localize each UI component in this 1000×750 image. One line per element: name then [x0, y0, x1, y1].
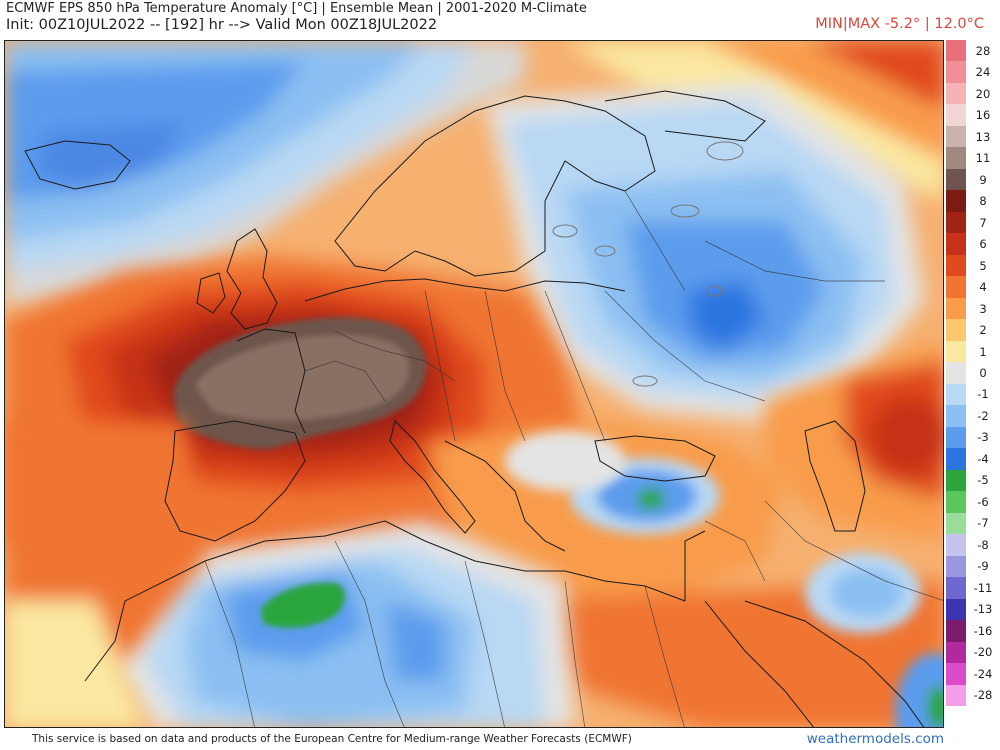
anomaly-map-canvas	[5, 41, 943, 727]
colorbar-label: 11	[975, 151, 991, 166]
country-borders	[204, 190, 943, 727]
black-sea-coast	[594, 435, 716, 482]
init-valid-line: Init: 00Z10JUL2022 -- [192] hr --> Valid…	[6, 17, 438, 33]
colorbar-cell	[946, 104, 966, 127]
france-coast	[236, 328, 306, 434]
arabia-coast	[744, 600, 925, 727]
colorbar-cell	[946, 426, 966, 449]
colorbar-label: 28	[975, 43, 991, 58]
colorbar-label: -16	[973, 623, 993, 638]
colorbar-label: 1	[979, 344, 987, 359]
colorbar-label: 13	[975, 129, 991, 144]
map-title: ECMWF EPS 850 hPa Temperature Anomaly [°…	[6, 1, 587, 16]
colorbar-cell	[946, 168, 966, 191]
colorbar-cell	[946, 211, 966, 234]
scandinavia-coast	[334, 95, 656, 277]
colorbar-label: 4	[979, 280, 987, 295]
colorbar-label: 9	[979, 172, 987, 187]
colorbar-cell	[946, 40, 966, 62]
colorbar-label: 20	[975, 86, 991, 101]
colorbar-label: -9	[977, 559, 989, 574]
colorbar-cell	[946, 362, 966, 385]
east-med-coast	[684, 530, 706, 601]
colorbar-label: -5	[977, 473, 989, 488]
colorbar-cell	[946, 383, 966, 406]
colorbar-cell	[946, 82, 966, 105]
colorbar-cell	[946, 125, 966, 148]
colorbar-label: 24	[975, 65, 991, 80]
heat-dome-inner	[195, 334, 410, 421]
colorbar-cell	[946, 598, 966, 621]
colorbar-cell	[946, 620, 966, 643]
colorbar-label: -8	[977, 537, 989, 552]
colorbar-label: 2	[979, 323, 987, 338]
lakes	[552, 141, 744, 387]
min-max-readout: MIN|MAX -5.2° | 12.0°C	[815, 16, 984, 32]
colorbar-cell	[946, 663, 966, 685]
sahara-green-spot	[261, 582, 345, 628]
brand-link[interactable]: weathermodels.com	[806, 731, 944, 747]
turkey-warm-fringe	[505, 431, 625, 491]
colorbar-label: -13	[973, 602, 993, 617]
colorbar-cell	[946, 405, 966, 428]
colorbar-cell	[946, 555, 966, 578]
colorbar-label: -28	[973, 688, 993, 703]
colorbar-cell	[946, 254, 966, 277]
colorbar-cell	[946, 233, 966, 256]
colorbar-label: -4	[977, 451, 989, 466]
colorbar-cell	[946, 319, 966, 342]
coastlines	[24, 90, 925, 727]
colorbar	[946, 40, 966, 707]
colorbar-label: 3	[979, 301, 987, 316]
colorbar-label: -11	[973, 580, 993, 595]
colorbar-label: 6	[979, 237, 987, 252]
iberia-coast	[164, 420, 306, 542]
colorbar-cell	[946, 190, 966, 213]
iberia-warm-region	[5, 421, 205, 727]
europe-north-coast	[304, 278, 626, 302]
colorbar-cell	[946, 534, 966, 557]
colorbar-cell	[946, 297, 966, 320]
attribution-text: This service is based on data and produc…	[32, 733, 632, 745]
colorbar-label: 7	[979, 215, 987, 230]
east-europe-cold-region	[485, 81, 925, 421]
colorbar-label: -2	[977, 408, 989, 423]
balkans-coast	[444, 440, 566, 552]
colorbar-cell	[946, 512, 966, 535]
colorbar-cell	[946, 491, 966, 514]
atlantic-cold-region	[5, 41, 525, 306]
north-africa-coast	[124, 520, 686, 602]
colorbar-label: -20	[973, 645, 993, 660]
colorbar-cell	[946, 469, 966, 492]
colorbar-label: -3	[977, 430, 989, 445]
colorbar-cell	[946, 61, 966, 84]
colorbar-label: -1	[977, 387, 989, 402]
kola-coast	[604, 90, 766, 142]
west-africa-coast	[84, 600, 126, 682]
red-sea-coast	[704, 600, 815, 727]
caspian-warm-region	[765, 341, 943, 541]
colorbar-cell	[946, 147, 966, 170]
colorbar-cell	[946, 641, 966, 664]
colorbar-labels: 28 24 20 16 13 11 9 8 7 6 5 4 3 2 1 0 -1 -2 -3 -4 -5 -6 -7 -8 -9…	[966, 40, 1000, 706]
colorbar-label: 5	[979, 258, 987, 273]
britain-coast	[226, 228, 278, 330]
colorbar-label: 0	[979, 366, 987, 380]
iceland-coast	[24, 140, 131, 190]
anomaly-map	[4, 40, 944, 728]
sahara-cold-region	[115, 521, 575, 727]
caspian-coast	[804, 420, 866, 532]
colorbar-cell	[946, 684, 966, 707]
colorbar-label: -24	[973, 666, 993, 681]
colorbar-label: -7	[977, 516, 989, 531]
colorbar-cell	[946, 340, 966, 363]
ireland-coast	[196, 272, 226, 314]
colorbar-cell	[946, 276, 966, 299]
colorbar-label: 8	[979, 194, 987, 209]
colorbar-label: 16	[975, 108, 991, 123]
colorbar-label: -6	[977, 494, 989, 509]
italy-coast	[389, 420, 476, 534]
colorbar-cell	[946, 577, 966, 600]
colorbar-cell	[946, 448, 966, 471]
